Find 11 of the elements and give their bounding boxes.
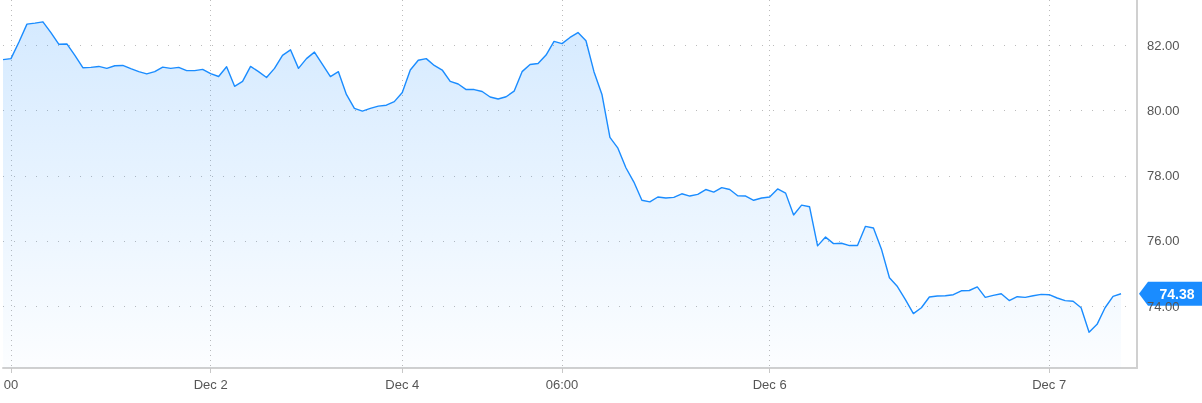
x-tick-label: Dec 4 <box>385 377 420 392</box>
x-tick-label: Dec 2 <box>193 377 228 392</box>
x-tick-label: 06:00 <box>545 377 579 392</box>
x-tick-label: Dec 7 <box>1032 377 1067 392</box>
x-tick-label: 00 <box>3 377 19 392</box>
y-tick-label: 80.00 <box>1147 103 1180 119</box>
y-tick-label: 82.00 <box>1147 38 1180 54</box>
y-tick-label: 78.00 <box>1147 168 1180 184</box>
x-tick-label: Dec 6 <box>752 377 787 392</box>
y-tick-label: 76.00 <box>1147 233 1180 249</box>
text: 74.38 <box>1159 285 1195 302</box>
